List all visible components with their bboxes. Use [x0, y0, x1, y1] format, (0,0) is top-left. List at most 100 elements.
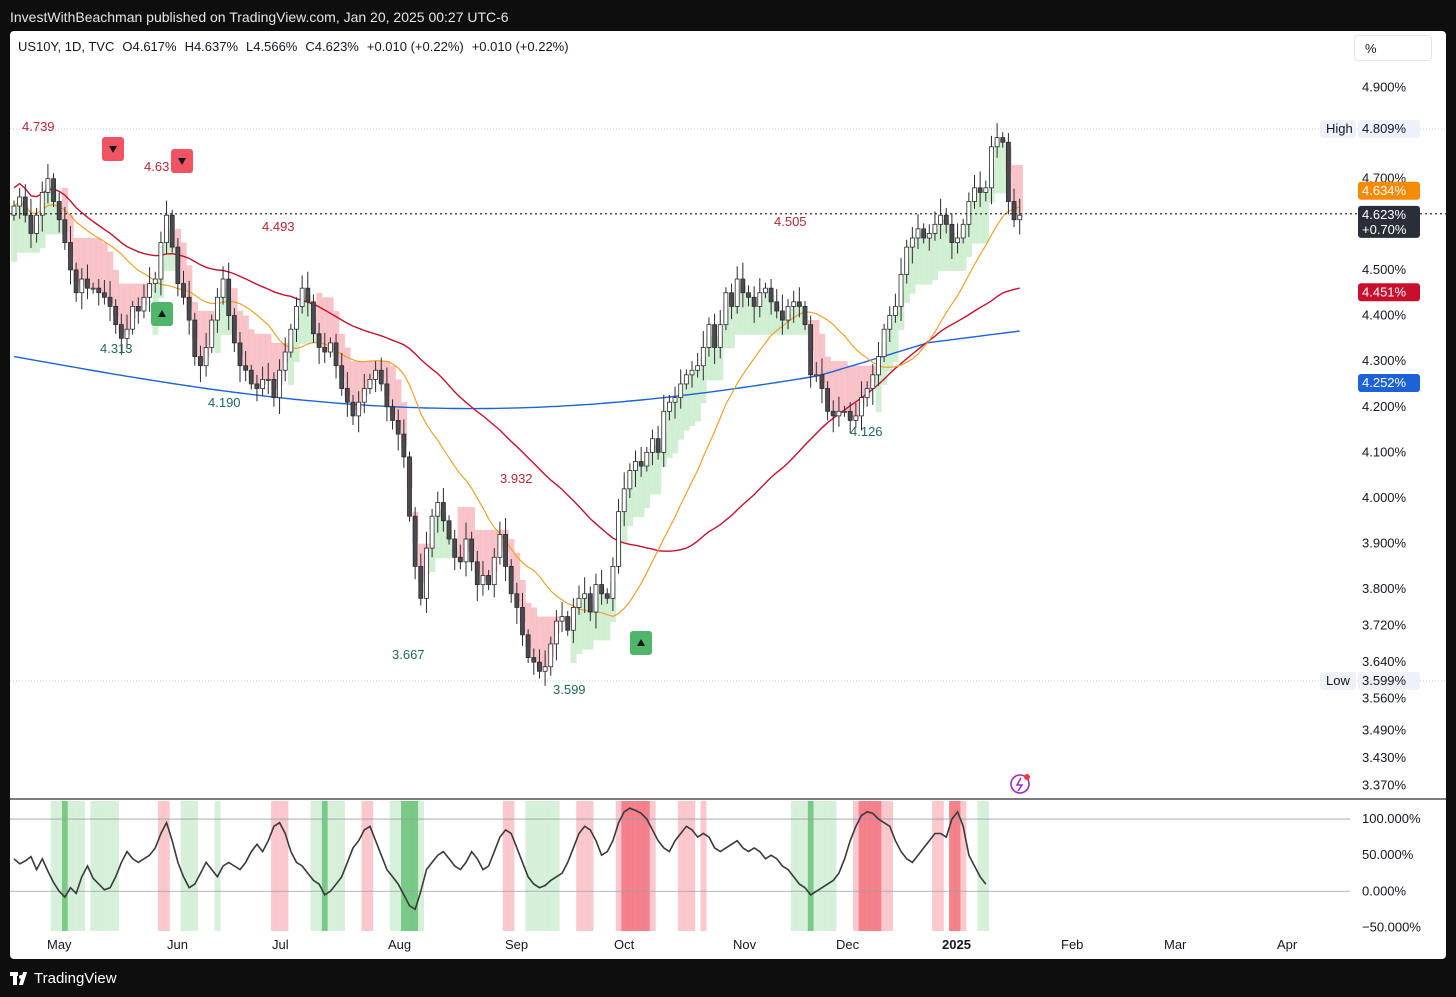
trend-band-segment: [288, 340, 295, 385]
candle-body: [243, 365, 249, 371]
oscillator-zone: [632, 801, 639, 931]
price-tick-label: 4.200%: [1362, 399, 1407, 414]
trend-band-segment: [480, 529, 487, 582]
candle-body: [881, 328, 887, 357]
candle-body: [316, 333, 322, 348]
low-tag: 3.599%: [1362, 673, 1407, 688]
oscillator-zone: [95, 801, 102, 931]
candle-body: [768, 287, 774, 303]
trend-band-segment: [841, 361, 848, 413]
ma50-line: [13, 182, 1020, 552]
swing-high-label: 4.505: [774, 214, 807, 229]
candle-body: [288, 328, 294, 353]
oscillator-zone: [401, 801, 408, 931]
last-price-tag-bg: [1358, 205, 1420, 238]
candle-body: [152, 278, 158, 285]
oscillator-zone: [869, 801, 877, 931]
candle-body: [237, 342, 243, 367]
oscillator-zone: [677, 801, 684, 931]
oscillator-zone: [525, 801, 532, 931]
trend-band-segment: [819, 333, 826, 383]
tradingview-logo[interactable]: TradingView: [10, 970, 117, 987]
oscillator-zone: [813, 801, 820, 931]
candle-body: [373, 369, 379, 380]
trend-band-segment: [672, 399, 679, 454]
candle-body: [621, 488, 627, 513]
candle-body: [305, 287, 311, 303]
chart-canvas[interactable]: US10Y, 1D, TVC O4.617% H4.637% L4.566% C4.62…: [10, 31, 1446, 959]
sell-arrow-icon: [178, 158, 186, 165]
candle-body: [983, 187, 989, 193]
candle-body: [51, 178, 56, 202]
trend-band-segment: [604, 596, 611, 641]
chart-frame[interactable]: US10Y, 1D, TVC O4.617% H4.637% L4.566% C4.62…: [10, 31, 1446, 959]
trend-band-segment: [180, 242, 187, 292]
trend-band-segment: [649, 445, 656, 495]
oscillator-zone: [316, 801, 323, 931]
candle-body: [497, 534, 503, 558]
candle-body: [904, 246, 910, 275]
trend-band-segment: [327, 297, 334, 349]
candle-body: [808, 324, 814, 376]
buy-arrow-icon: [158, 310, 166, 317]
candle-body: [282, 351, 288, 371]
scale-mode-button[interactable]: %: [1354, 35, 1432, 61]
candle-body: [565, 616, 571, 631]
trend-band-segment: [909, 242, 916, 294]
trend-band-segment: [853, 365, 860, 420]
time-tick-label: Feb: [1061, 937, 1083, 952]
trend-band-segment: [78, 238, 86, 287]
legend-item: +0.010 (+0.22%): [367, 39, 464, 54]
candle-body: [440, 502, 446, 522]
candle-body: [384, 383, 390, 408]
candle-body: [842, 410, 847, 413]
candle-body: [830, 410, 836, 417]
trend-band-segment: [706, 336, 713, 381]
candle-body: [34, 214, 40, 234]
candle-body: [633, 461, 638, 472]
tradingview-brand: TradingView: [34, 970, 117, 987]
publish-header-text: InvestWithBeachman published on TradingV…: [10, 9, 509, 25]
candle-body: [294, 306, 299, 330]
trend-band-segment: [530, 607, 538, 661]
candle-body: [570, 607, 576, 631]
price-tick-label: 3.370%: [1362, 777, 1407, 792]
candle-body: [390, 406, 395, 421]
trend-band-segment: [242, 315, 249, 369]
trend-band-segment: [937, 219, 944, 271]
trend-band-segment: [45, 185, 52, 235]
oscillator-zone: [406, 801, 413, 931]
trend-band-segment: [643, 459, 651, 509]
sell-arrow-icon: [109, 146, 117, 153]
trend-band-segment: [124, 283, 131, 335]
trend-band-segment: [813, 320, 820, 376]
candle-body: [650, 438, 655, 453]
trend-band-segment: [73, 238, 80, 283]
candle-body: [1017, 214, 1023, 221]
candle-body: [248, 369, 254, 385]
ma200-line: [13, 330, 1020, 410]
candle-body: [79, 278, 85, 294]
trend-band-segment: [468, 507, 475, 552]
candle-body: [367, 378, 373, 389]
candle-body: [796, 301, 802, 307]
candle-body: [220, 278, 226, 298]
trend-band-segment: [536, 616, 543, 668]
candle-body: [893, 306, 898, 316]
trend-band-segment: [1016, 165, 1023, 219]
legend-item: +0.010 (+0.22%): [472, 39, 569, 54]
candle-body: [474, 561, 480, 586]
trend-band-segment: [982, 190, 990, 244]
candle-body: [514, 593, 520, 608]
candle-body: [22, 196, 28, 216]
trend-band-segment: [796, 304, 803, 335]
time-tick-label: Sep: [505, 937, 528, 952]
candle-body: [124, 328, 130, 339]
oscillator-zone: [73, 801, 80, 931]
trend-band-segment: [197, 310, 204, 363]
trend-band-segment: [434, 509, 441, 559]
oscillator-zone: [56, 801, 63, 931]
oscillator-zone: [112, 801, 119, 931]
candle-body: [463, 538, 469, 563]
candle-body: [870, 374, 876, 389]
